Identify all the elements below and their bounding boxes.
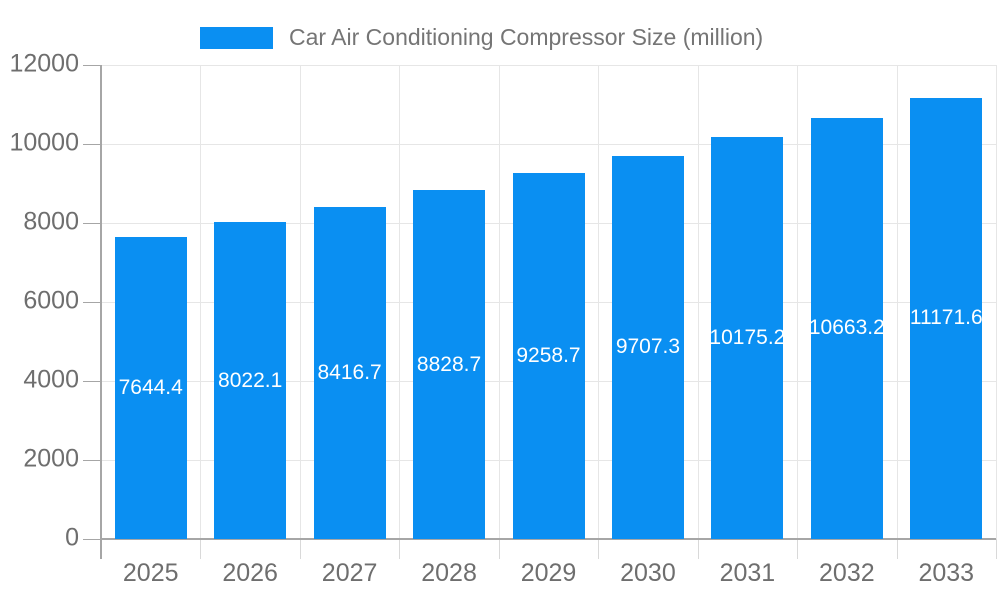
x-axis-tick bbox=[200, 539, 202, 559]
y-axis-tick bbox=[83, 65, 101, 66]
x-axis-label: 2031 bbox=[719, 559, 776, 587]
y-axis-tick bbox=[83, 381, 101, 382]
gridline-vertical bbox=[498, 65, 500, 539]
y-axis-tick-label: 0 bbox=[65, 523, 79, 552]
y-axis-tick bbox=[83, 460, 101, 461]
x-axis-tick bbox=[697, 539, 699, 559]
bar-value-label: 10663.2 bbox=[810, 316, 883, 340]
y-axis-tick bbox=[83, 223, 101, 224]
legend-swatch bbox=[200, 26, 273, 49]
gridline-vertical bbox=[200, 65, 202, 539]
bar-value-label: 10175.2 bbox=[711, 326, 784, 350]
bar-2027[interactable]: 8416.7 bbox=[313, 206, 386, 539]
y-axis-tick-label: 10000 bbox=[9, 128, 79, 157]
y-axis-tick-label: 6000 bbox=[23, 286, 79, 315]
x-axis-tick bbox=[896, 539, 898, 559]
gridline-vertical bbox=[697, 65, 699, 539]
y-axis-tick bbox=[83, 539, 101, 540]
bar-value-label: 9258.7 bbox=[516, 344, 581, 368]
x-axis-label: 2033 bbox=[918, 559, 975, 587]
y-axis-line bbox=[100, 65, 102, 559]
y-axis-tick-label: 8000 bbox=[23, 207, 79, 236]
bar-2033[interactable]: 11171.6 bbox=[910, 97, 983, 539]
x-axis-label: 2028 bbox=[421, 559, 477, 587]
gridline-vertical bbox=[399, 65, 401, 539]
gridline-horizontal bbox=[101, 65, 996, 66]
bar-2028[interactable]: 8828.7 bbox=[413, 190, 486, 539]
bar-2029[interactable]: 9258.7 bbox=[512, 173, 585, 539]
gridline-vertical bbox=[896, 65, 898, 539]
x-axis-tick bbox=[498, 539, 500, 559]
bar-value-label: 8416.7 bbox=[317, 360, 382, 384]
bar-2030[interactable]: 9707.3 bbox=[611, 155, 684, 539]
gridline-vertical bbox=[996, 65, 997, 539]
x-axis-tick bbox=[598, 539, 600, 559]
x-axis-tick bbox=[996, 539, 997, 559]
gridline-vertical bbox=[797, 65, 799, 539]
x-axis-line bbox=[101, 538, 996, 540]
gridline-vertical bbox=[299, 65, 301, 539]
x-axis-label: 2026 bbox=[222, 559, 278, 587]
x-axis-tick bbox=[797, 539, 799, 559]
y-axis-tick-label: 12000 bbox=[9, 49, 79, 78]
bar-value-label: 9707.3 bbox=[615, 335, 681, 359]
y-axis-tick-label: 2000 bbox=[23, 444, 79, 473]
bar-value-label: 11171.6 bbox=[910, 306, 983, 330]
bar-2032[interactable]: 10663.2 bbox=[810, 117, 883, 539]
bar-2031[interactable]: 10175.2 bbox=[711, 137, 784, 539]
legend-label: Car Air Conditioning Compressor Size (mi… bbox=[289, 24, 764, 50]
x-axis-label: 2032 bbox=[819, 559, 875, 587]
y-axis-tick bbox=[83, 144, 101, 145]
x-axis-label: 2030 bbox=[620, 559, 676, 587]
bar-2025[interactable]: 7644.4 bbox=[114, 237, 187, 539]
x-axis-label: 2029 bbox=[520, 559, 577, 587]
bar-value-label: 8022.1 bbox=[218, 368, 283, 392]
gridline-horizontal bbox=[101, 144, 996, 145]
x-axis-label: 2027 bbox=[321, 559, 378, 587]
x-axis-label: 2025 bbox=[122, 559, 179, 587]
bar-2026[interactable]: 8022.1 bbox=[214, 222, 287, 539]
legend[interactable]: Car Air Conditioning Compressor Size (mi… bbox=[200, 24, 763, 51]
bar-value-label: 8828.7 bbox=[416, 352, 482, 376]
y-axis-tick bbox=[83, 302, 101, 303]
gridline-vertical bbox=[598, 65, 600, 539]
y-axis-tick-label: 4000 bbox=[23, 365, 79, 394]
x-axis-tick bbox=[399, 539, 401, 559]
x-axis-tick bbox=[299, 539, 301, 559]
bar-value-label: 7644.4 bbox=[118, 376, 183, 399]
